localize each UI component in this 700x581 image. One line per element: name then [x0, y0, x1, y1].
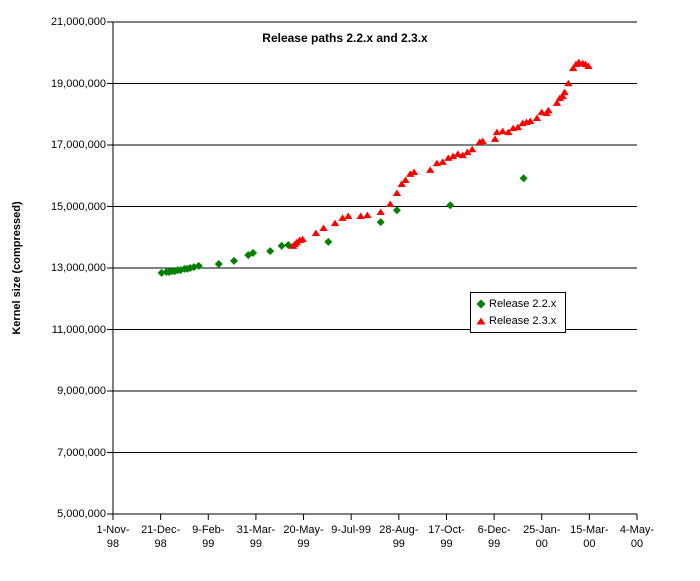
- legend-label: Release 2.3.x: [489, 314, 557, 327]
- y-axis-tick-label: 5,000,000: [57, 508, 106, 520]
- x-axis-tick-label: 21-Dec- 98: [141, 524, 181, 550]
- y-axis-tick-label: 9,000,000: [57, 385, 106, 397]
- y-axis-tick-label: 11,000,000: [51, 323, 106, 336]
- x-axis-tick-label: 15-Mar- 00: [570, 524, 609, 550]
- x-axis-tick-label: 9-Jul-99: [331, 524, 372, 536]
- y-axis-tick-label: 17,000,000: [50, 139, 106, 151]
- x-axis-tick-label: 4-May- 00: [619, 524, 655, 550]
- legend: Release 2.2.x Release 2.3.x: [470, 292, 566, 333]
- y-axis-tick-label: 15,000,000: [50, 200, 106, 213]
- diamond-icon: [476, 299, 486, 308]
- x-axis-tick-label: 9-Feb- 99: [192, 524, 225, 550]
- x-axis-tick-label: 28-Aug- 99: [379, 524, 419, 550]
- y-axis-tick-label: 7,000,000: [57, 446, 106, 459]
- x-axis-tick-label: 31-Mar- 99: [236, 524, 276, 550]
- y-axis-tick-label: 13,000,000: [50, 262, 106, 274]
- y-axis-tick-label: 21,000,000: [50, 16, 106, 28]
- legend-label: Release 2.2.x: [489, 297, 557, 310]
- x-axis-tick-label: 17-Oct- 99: [428, 524, 465, 550]
- legend-item-release-2-2-x: Release 2.2.x: [475, 295, 561, 312]
- x-axis-tick-label: 25-Jan- 00: [523, 524, 561, 550]
- x-axis-tick-label: 1-Nov- 98: [96, 524, 130, 550]
- legend-item-release-2-3-x: Release 2.3.x: [475, 312, 561, 329]
- triangle-icon: [476, 317, 486, 324]
- y-axis-tick-label: 19,000,000: [50, 77, 106, 90]
- x-axis-tick-label: 20-May- 99: [283, 524, 324, 550]
- x-axis-tick-label: 6-Dec- 99: [477, 524, 511, 550]
- chart-title: Release paths 2.2.x and 2.3.x: [262, 31, 428, 45]
